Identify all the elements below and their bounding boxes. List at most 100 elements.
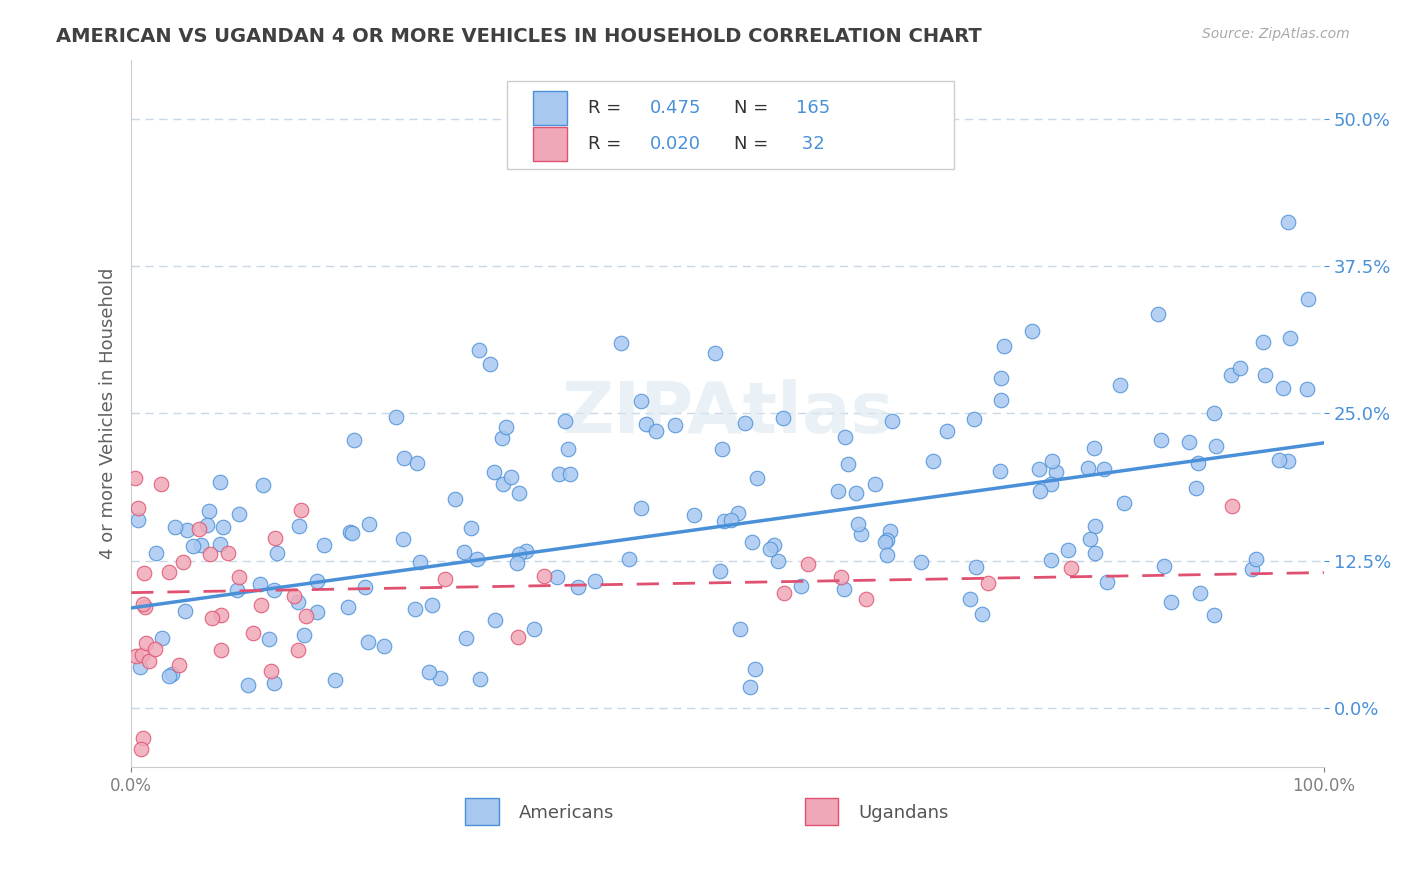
Point: [406, 456, 429, 470]
Point: [970, 607, 993, 621]
Text: 32: 32: [796, 135, 824, 153]
Point: [583, 574, 606, 589]
Point: [710, 442, 733, 456]
Point: [157, 669, 180, 683]
Point: [506, 556, 529, 570]
Point: [1040, 454, 1063, 468]
Point: [359, 516, 381, 531]
Point: [172, 555, 194, 569]
Point: [617, 551, 640, 566]
Text: 165: 165: [796, 99, 830, 118]
Point: [963, 412, 986, 426]
Point: [1040, 553, 1063, 567]
Point: [249, 598, 271, 612]
Point: [288, 519, 311, 533]
Point: [1108, 377, 1130, 392]
Point: [1229, 361, 1251, 376]
Point: [1220, 500, 1243, 514]
Point: [132, 731, 155, 745]
Point: [834, 582, 856, 596]
Text: 0.475: 0.475: [650, 99, 702, 118]
Point: [242, 626, 264, 640]
Point: [392, 450, 415, 465]
Point: [727, 507, 749, 521]
Point: [745, 471, 768, 485]
Point: [1092, 462, 1115, 476]
Point: [1146, 307, 1168, 321]
Point: [554, 413, 576, 427]
Point: [165, 520, 187, 534]
Point: [290, 503, 312, 517]
Point: [567, 580, 589, 594]
Point: [208, 475, 231, 489]
Point: [1188, 586, 1211, 600]
Point: [734, 416, 756, 430]
Point: [921, 454, 943, 468]
Text: N =: N =: [734, 135, 773, 153]
Point: [1240, 562, 1263, 576]
Point: [295, 609, 318, 624]
Point: [292, 628, 315, 642]
Point: [1028, 461, 1050, 475]
Point: [145, 546, 167, 560]
Point: [1095, 575, 1118, 590]
Point: [1112, 495, 1135, 509]
Point: [645, 424, 668, 438]
Point: [845, 486, 868, 500]
Point: [482, 465, 505, 479]
Point: [855, 591, 877, 606]
Point: [988, 464, 1011, 478]
Point: [636, 417, 658, 431]
Point: [547, 467, 569, 481]
Point: [124, 471, 146, 485]
Point: [1083, 442, 1105, 456]
Point: [1296, 293, 1319, 307]
Point: [993, 339, 1015, 353]
Point: [209, 642, 232, 657]
Point: [834, 430, 856, 444]
Point: [936, 425, 959, 439]
Point: [876, 548, 898, 562]
Point: [1204, 607, 1226, 622]
Point: [744, 662, 766, 676]
Point: [129, 742, 152, 756]
Point: [1056, 542, 1078, 557]
FancyBboxPatch shape: [508, 81, 955, 169]
Text: R =: R =: [588, 99, 627, 118]
Point: [125, 649, 148, 664]
Point: [1021, 324, 1043, 338]
Point: [1178, 435, 1201, 450]
Point: [1084, 546, 1107, 560]
Point: [174, 604, 197, 618]
Point: [990, 392, 1012, 407]
Text: ZIPAtlas: ZIPAtlas: [561, 379, 894, 448]
Point: [495, 420, 517, 434]
Point: [159, 565, 181, 579]
Point: [880, 414, 903, 428]
Point: [1077, 461, 1099, 475]
Point: [131, 648, 153, 662]
Point: [287, 595, 309, 609]
Point: [1187, 456, 1209, 470]
Point: [508, 486, 530, 500]
Point: [283, 589, 305, 603]
Point: [863, 476, 886, 491]
Point: [609, 336, 631, 351]
Point: [340, 526, 363, 541]
Point: [1251, 334, 1274, 349]
Point: [467, 343, 489, 358]
Point: [236, 678, 259, 692]
Point: [212, 520, 235, 534]
Text: Ugandans: Ugandans: [859, 805, 949, 822]
Point: [959, 592, 981, 607]
Point: [1202, 406, 1225, 420]
Point: [508, 547, 530, 561]
Y-axis label: 4 or more Vehicles in Household: 4 or more Vehicles in Household: [100, 268, 117, 559]
Point: [209, 607, 232, 622]
Point: [768, 554, 790, 568]
Point: [557, 442, 579, 457]
Point: [228, 508, 250, 522]
Point: [491, 431, 513, 445]
Point: [339, 524, 361, 539]
Point: [228, 570, 250, 584]
